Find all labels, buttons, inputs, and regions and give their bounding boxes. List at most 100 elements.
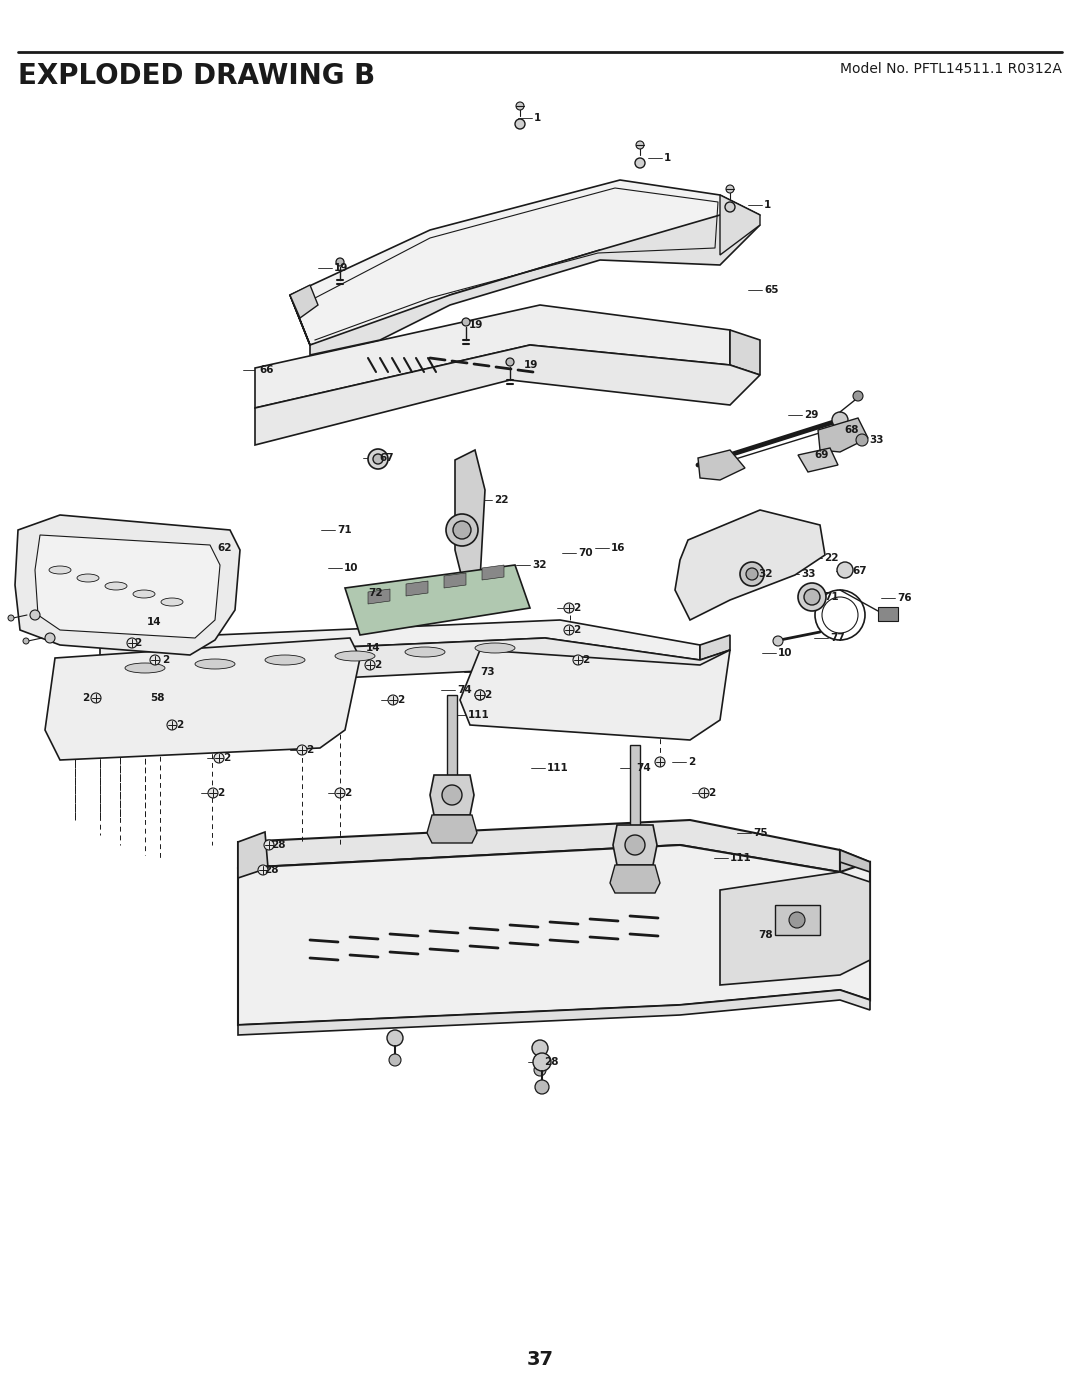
Circle shape <box>564 624 573 636</box>
Circle shape <box>746 569 758 580</box>
Text: 28: 28 <box>271 840 285 849</box>
Polygon shape <box>291 180 760 345</box>
Text: 2: 2 <box>82 693 90 703</box>
Text: 67: 67 <box>379 453 393 462</box>
Circle shape <box>532 1039 548 1056</box>
Text: 111: 111 <box>468 710 489 719</box>
Text: 29: 29 <box>804 409 819 420</box>
Text: 66: 66 <box>259 365 273 374</box>
Circle shape <box>837 562 853 578</box>
Text: 77: 77 <box>831 633 845 643</box>
Text: 74: 74 <box>636 763 651 773</box>
Polygon shape <box>840 849 870 872</box>
Circle shape <box>564 604 573 613</box>
Polygon shape <box>444 573 465 588</box>
Polygon shape <box>238 845 870 1025</box>
Circle shape <box>150 655 160 665</box>
Polygon shape <box>460 650 730 740</box>
Text: 28: 28 <box>264 865 279 875</box>
Circle shape <box>389 1053 401 1066</box>
Ellipse shape <box>265 655 305 665</box>
Polygon shape <box>368 590 390 604</box>
Text: 62: 62 <box>217 543 231 553</box>
Text: 72: 72 <box>368 588 382 598</box>
Text: 58: 58 <box>150 693 164 703</box>
Circle shape <box>475 690 485 700</box>
Ellipse shape <box>105 583 127 590</box>
Polygon shape <box>427 814 477 842</box>
Text: 78: 78 <box>758 930 772 940</box>
Polygon shape <box>630 745 640 840</box>
Circle shape <box>258 865 268 875</box>
Text: Model No. PFTL14511.1 R0312A: Model No. PFTL14511.1 R0312A <box>840 61 1062 75</box>
Polygon shape <box>100 638 730 690</box>
Polygon shape <box>238 833 268 877</box>
Polygon shape <box>720 196 760 256</box>
Ellipse shape <box>133 590 156 598</box>
Circle shape <box>30 610 40 620</box>
Text: 37: 37 <box>527 1350 554 1369</box>
Text: 2: 2 <box>217 788 225 798</box>
Circle shape <box>516 102 524 110</box>
Text: 71: 71 <box>824 592 839 602</box>
Circle shape <box>208 788 218 798</box>
Text: 73: 73 <box>480 666 495 678</box>
Circle shape <box>475 690 485 700</box>
Polygon shape <box>291 285 318 319</box>
Text: 74: 74 <box>457 685 472 694</box>
Bar <box>775 905 820 935</box>
Circle shape <box>8 615 14 622</box>
Text: 22: 22 <box>824 553 838 563</box>
Circle shape <box>625 835 645 855</box>
Polygon shape <box>255 345 760 446</box>
Bar <box>878 608 897 622</box>
Circle shape <box>388 694 399 705</box>
Circle shape <box>573 655 583 665</box>
Circle shape <box>535 1080 549 1094</box>
Text: 32: 32 <box>758 569 772 578</box>
Text: 2: 2 <box>708 788 715 798</box>
Text: 111: 111 <box>730 854 752 863</box>
Circle shape <box>832 412 848 427</box>
Ellipse shape <box>405 647 445 657</box>
Polygon shape <box>255 305 730 408</box>
Text: 68: 68 <box>843 425 859 434</box>
Polygon shape <box>45 638 360 760</box>
Text: 2: 2 <box>306 745 313 754</box>
Circle shape <box>726 184 734 193</box>
Text: 75: 75 <box>753 828 768 838</box>
Circle shape <box>856 434 868 446</box>
Circle shape <box>23 638 29 644</box>
Polygon shape <box>675 510 825 620</box>
Circle shape <box>798 583 826 610</box>
Ellipse shape <box>475 643 515 652</box>
Text: 2: 2 <box>573 604 580 613</box>
Circle shape <box>167 719 177 731</box>
Circle shape <box>446 514 478 546</box>
Text: 14: 14 <box>147 617 162 627</box>
Text: 2: 2 <box>134 638 141 648</box>
Text: 2: 2 <box>176 719 184 731</box>
Circle shape <box>91 693 102 703</box>
Text: 2: 2 <box>374 659 381 671</box>
Circle shape <box>534 1065 546 1076</box>
Polygon shape <box>818 418 868 453</box>
Ellipse shape <box>77 574 99 583</box>
Text: 1: 1 <box>664 154 672 163</box>
Text: 2: 2 <box>162 655 170 665</box>
Text: 111: 111 <box>546 763 569 773</box>
Polygon shape <box>700 636 730 659</box>
Circle shape <box>699 788 708 798</box>
Ellipse shape <box>49 566 71 574</box>
Circle shape <box>373 454 383 464</box>
Polygon shape <box>730 330 760 374</box>
Circle shape <box>725 203 735 212</box>
Text: 69: 69 <box>814 450 828 460</box>
Polygon shape <box>238 990 870 1035</box>
Text: 65: 65 <box>764 285 779 295</box>
Circle shape <box>635 158 645 168</box>
Circle shape <box>462 319 470 326</box>
Circle shape <box>336 258 345 265</box>
Polygon shape <box>100 620 700 659</box>
Polygon shape <box>345 564 530 636</box>
